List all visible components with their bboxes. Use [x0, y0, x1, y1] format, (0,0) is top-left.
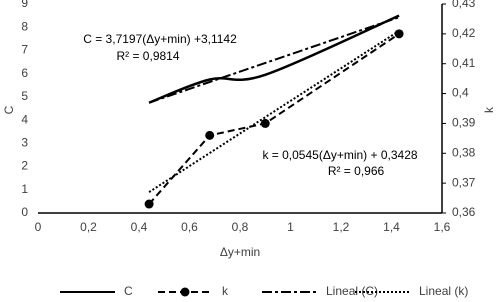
legend-label: Lineal (k) [419, 284, 468, 298]
series-line [148, 14, 400, 104]
y2-axis-label: k [482, 106, 496, 113]
y2-tick-label: 0,41 [452, 56, 476, 70]
series-line [148, 30, 400, 193]
y2-tick-label: 0,4 [452, 86, 469, 100]
x-tick-label: 1,4 [383, 220, 400, 234]
annotation: R² = 0,966 [328, 164, 385, 178]
y-tick-label: 0 [21, 205, 28, 219]
y2-tick-label: 0,37 [452, 175, 476, 189]
x-tick-label: 1,6 [434, 220, 451, 234]
annotation: k = 0,0545(Δy+min) + 0,3428 [262, 148, 417, 162]
y2-tick-label: 0,43 [452, 0, 476, 10]
point [144, 199, 154, 209]
y2-tick-label: 0,38 [452, 145, 476, 159]
legend-label: k [222, 284, 229, 298]
y-tick-label: 8 [21, 19, 28, 33]
x-tick-label: 0,6 [181, 220, 198, 234]
y-tick-label: 9 [21, 0, 28, 10]
y-tick-label: 4 [21, 112, 28, 126]
y-tick-label: 3 [21, 136, 28, 150]
x-tick-label: 0,2 [80, 220, 97, 234]
point [205, 130, 215, 140]
x-tick-label: 0,4 [131, 220, 148, 234]
annotation: C = 3,7197(Δy+min) +3,1142 [83, 32, 237, 46]
x-tick-label: 1,2 [333, 220, 350, 234]
y-axis-label: C [2, 105, 16, 114]
annotation: R² = 0,9814 [116, 49, 179, 63]
point [394, 29, 404, 39]
legend-marker [180, 287, 190, 297]
y-tick-label: 1 [21, 182, 28, 196]
x-tick-label: 0,8 [232, 220, 249, 234]
y-tick-label: 5 [21, 89, 28, 103]
y2-tick-label: 0,36 [452, 205, 476, 219]
y-tick-label: 2 [21, 159, 28, 173]
x-tick-label: 0 [35, 220, 42, 234]
y-tick-label: 7 [21, 43, 28, 57]
point [260, 118, 270, 128]
legend-label: Lineal (C) [326, 284, 378, 298]
x-tick-label: 1 [287, 220, 294, 234]
legend-label: C [124, 284, 133, 298]
y2-tick-label: 0,39 [452, 116, 476, 130]
y2-tick-label: 0,42 [452, 26, 476, 40]
y-tick-label: 6 [21, 66, 28, 80]
x-axis-label: Δy+min [220, 245, 260, 259]
series-line [148, 33, 400, 205]
series-line [148, 16, 400, 104]
